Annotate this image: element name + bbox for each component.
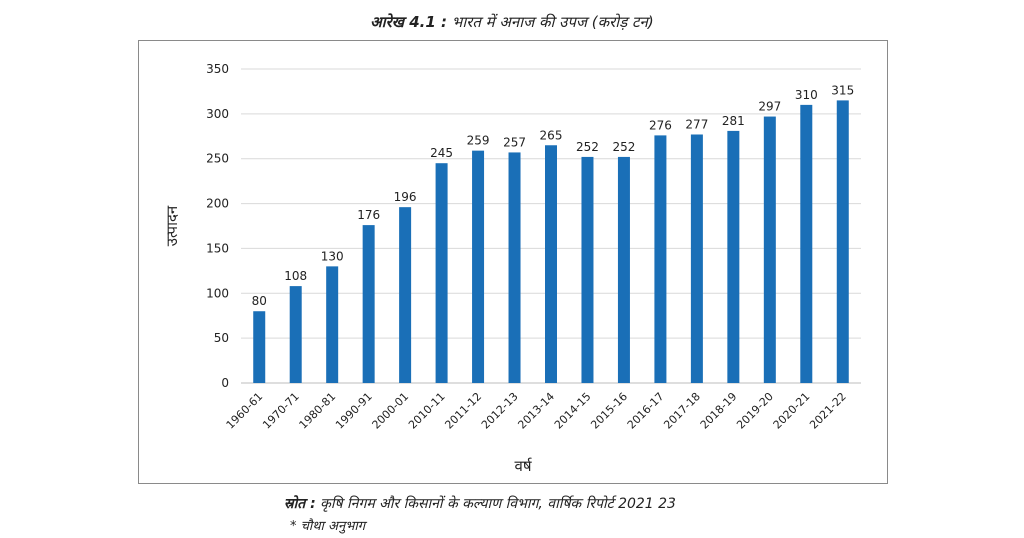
- x-axis-title: वर्ष: [514, 457, 532, 475]
- x-tick-label: 1980-81: [297, 390, 339, 432]
- data-label: 281: [722, 114, 745, 128]
- bar: [289, 286, 302, 383]
- y-tick-label: 100: [206, 286, 229, 300]
- data-label: 310: [795, 88, 818, 102]
- x-tick-label: 2020-21: [771, 390, 813, 432]
- x-tick-label: 2018-19: [698, 390, 740, 432]
- x-tick-label: 2019-20: [734, 390, 776, 432]
- bar: [435, 163, 448, 383]
- bar: [253, 311, 266, 383]
- x-tick-label: 2014-15: [552, 390, 594, 432]
- figure-number: आरेख 4.1 :: [370, 13, 448, 31]
- data-label: 130: [321, 249, 344, 263]
- y-tick-label: 150: [206, 241, 229, 255]
- data-label: 276: [649, 118, 672, 132]
- data-label: 257: [503, 135, 526, 149]
- data-label: 265: [540, 128, 563, 142]
- chart-frame: 0 50 100 150 200 250 300 350 80 1960-61 108 1970-71…: [138, 40, 888, 484]
- source-label: स्रोत :: [284, 496, 316, 512]
- data-label: 176: [357, 208, 380, 222]
- source-line: स्रोत : कृषि निगम और किसानों के कल्याण व…: [284, 494, 676, 513]
- y-tick-label: 300: [206, 107, 229, 121]
- y-tick-label: 50: [214, 331, 229, 345]
- y-tick-label: 350: [206, 62, 229, 76]
- y-tick-label: 0: [221, 376, 229, 390]
- bar: [399, 207, 412, 383]
- figure-title: आरेख 4.1 : भारत में अनाज की उपज (करोड़ ट…: [0, 12, 1024, 32]
- y-tick-label: 200: [206, 197, 229, 211]
- footnote: * चौथा अनुभाग: [290, 519, 366, 534]
- bar: [836, 100, 849, 384]
- bar: [617, 156, 630, 383]
- x-tick-label: 2013-14: [515, 390, 557, 432]
- bar: [472, 150, 485, 383]
- x-tick-label: 2016-17: [625, 390, 667, 432]
- data-label: 259: [467, 134, 490, 148]
- source-text: कृषि निगम और किसानों के कल्याण विभाग, वा…: [320, 496, 676, 512]
- x-tick-label: 2021-22: [807, 390, 849, 432]
- bar: [763, 116, 776, 383]
- data-label: 297: [758, 100, 781, 114]
- x-tick-label: 2017-18: [661, 390, 703, 432]
- x-tick-label: 2010-11: [406, 390, 448, 432]
- bar: [654, 135, 667, 383]
- x-tick-label: 2000-01: [370, 390, 412, 432]
- x-tick-label: 1990-91: [333, 390, 375, 432]
- y-tick-label: 250: [206, 152, 229, 166]
- bar: [690, 134, 703, 383]
- y-axis-title: उत्पादन: [163, 205, 181, 246]
- data-label: 196: [394, 190, 417, 204]
- data-label: 108: [284, 269, 307, 283]
- bar: [800, 104, 813, 383]
- bar: [326, 266, 339, 383]
- bar-chart: 0 50 100 150 200 250 300 350 80 1960-61 108 1970-71…: [163, 62, 861, 475]
- data-label: 277: [685, 117, 708, 131]
- data-label: 245: [430, 146, 453, 160]
- bar: [581, 156, 594, 383]
- x-tick-label: 2011-12: [442, 390, 484, 432]
- data-label: 80: [252, 294, 267, 308]
- bar: [508, 152, 521, 383]
- bar: [545, 145, 557, 383]
- x-tick-label: 1960-61: [224, 390, 266, 432]
- figure-caption: भारत में अनाज की उपज (करोड़ टन): [451, 13, 654, 31]
- x-tick-label: 1970-71: [260, 390, 302, 432]
- data-label: 252: [612, 140, 635, 154]
- bar: [727, 130, 740, 383]
- x-tick-label: 2015-16: [588, 390, 630, 432]
- x-tick-label: 2012-13: [479, 390, 521, 432]
- data-label: 252: [576, 140, 599, 154]
- data-label: 315: [831, 83, 854, 97]
- bar: [362, 225, 375, 383]
